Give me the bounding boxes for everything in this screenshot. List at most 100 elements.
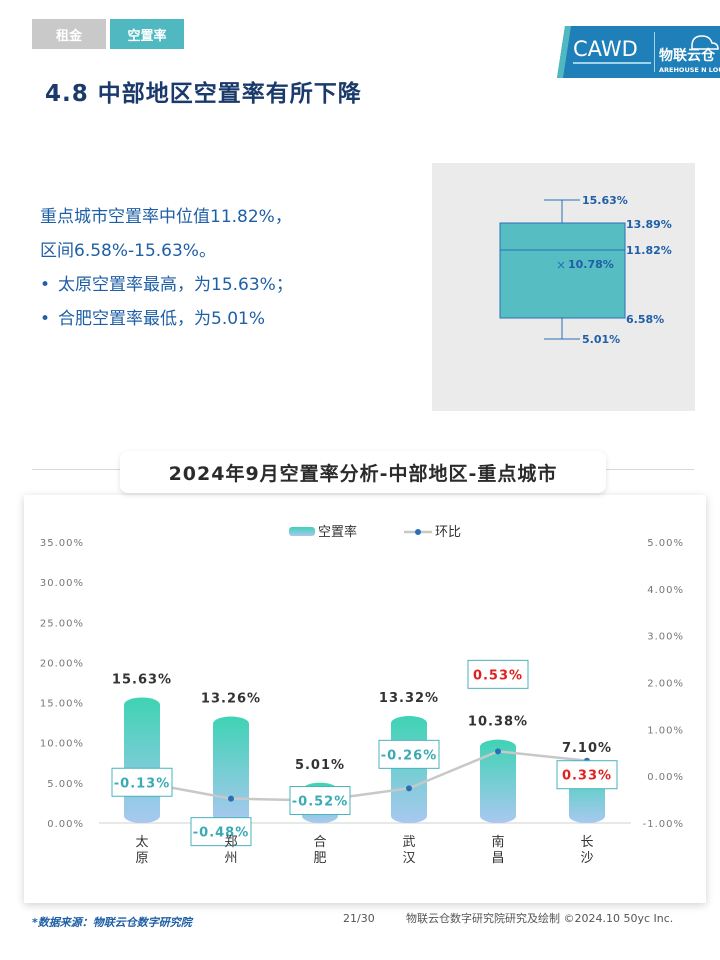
bar-value-label: 13.26% <box>201 692 261 707</box>
category-label: 原 <box>135 851 148 866</box>
mom-label-text: -0.52% <box>292 795 349 810</box>
q3-label: 13.89% <box>626 218 672 231</box>
category-label: 肥 <box>313 851 326 866</box>
logo-main-text: CAWD <box>573 37 638 61</box>
mom-label: -0.13% <box>111 767 173 797</box>
summary-text: 重点城市空置率中位值11.82%， 区间6.58%-15.63%。 • 太原空置率… <box>40 200 293 336</box>
mom-label: 0.53% <box>467 659 529 689</box>
mom-label-text: -0.48% <box>193 826 250 841</box>
bar <box>213 716 249 823</box>
category-label: 合 <box>313 835 326 850</box>
mean-marker: × <box>556 258 566 272</box>
right-tick-label: 2.00% <box>647 679 684 690</box>
legend-vacancy: 空置率 <box>318 524 357 540</box>
mom-label: -0.26% <box>378 739 440 769</box>
left-tick-label: 15.00% <box>40 699 84 710</box>
chart-title: 2024年9月空置率分析-中部地区-重点城市 <box>120 451 606 493</box>
bar-value-label: 5.01% <box>295 758 345 773</box>
category-labels: 太原 郑州 合肥 武汉 南昌 长沙 <box>135 834 593 866</box>
bullet-dot: • <box>40 275 51 295</box>
legend-bar-swatch <box>289 527 315 536</box>
category-label: 长 <box>580 835 593 850</box>
category-label: 沙 <box>580 851 593 866</box>
left-tick-label: 25.00% <box>40 618 84 629</box>
left-tick-label: 10.00% <box>40 739 84 750</box>
left-tick-label: 20.00% <box>40 658 84 669</box>
right-tick-label: 5.00% <box>647 538 684 549</box>
category-label: 太 <box>135 835 148 850</box>
q1-label: 6.58% <box>626 313 664 326</box>
footer-note: 物联云仓数字研究院研究及绘制 ©2024.10 50yc Inc. <box>406 912 674 925</box>
mom-label: -0.48% <box>190 817 252 847</box>
right-tick-label: 3.00% <box>647 632 684 643</box>
chart-card: 35.00% 30.00% 25.00% 20.00% 15.00% 10.00% 5.00… <box>24 495 706 903</box>
tab-rent[interactable]: 租金 <box>32 19 106 49</box>
mom-label: 0.33% <box>556 760 618 790</box>
tab-vacancy-rate[interactable]: 空置率 <box>110 19 184 49</box>
legend-mom: 环比 <box>435 525 461 540</box>
mom-label-box <box>190 817 252 847</box>
summary-bullet-highest: • 太原空置率最高，为15.63%； <box>40 268 293 302</box>
mom-label-box <box>378 739 440 769</box>
bar <box>480 739 516 823</box>
mom-label-box <box>556 760 618 790</box>
bar <box>391 716 427 823</box>
mom-label-box <box>289 786 351 816</box>
mom-label-text: 0.53% <box>473 668 523 683</box>
bar-value-label: 15.63% <box>112 673 172 688</box>
logo-sub-text: AREHOUSE N LOUD <box>659 66 720 74</box>
iqr-box <box>499 222 626 319</box>
mom-label-box <box>467 659 529 689</box>
bar-value-label: 13.32% <box>379 691 439 706</box>
legend: 空置率 环比 <box>289 524 461 540</box>
category-label: 郑 <box>224 835 237 850</box>
mom-label-text: -0.26% <box>381 748 438 763</box>
mom-labels: -0.13% -0.48% -0.52% -0.26% 0.53% 0.33% <box>111 659 618 847</box>
median-label: 11.82% <box>626 244 672 257</box>
mom-label-box <box>111 767 173 797</box>
mom-point <box>406 785 412 792</box>
min-label: 5.01% <box>582 333 620 346</box>
mom-line <box>139 748 590 804</box>
category-label: 南 <box>491 834 504 850</box>
summary-bullet-lowest: • 合肥空置率最低，为5.01% <box>40 302 293 336</box>
box-plot: × 15.63% 13.89% 11.82% 10.78% 6.58% 5.01… <box>499 194 672 346</box>
bar-value-label: 7.10% <box>562 741 612 756</box>
right-tick-label: 1.00% <box>647 725 684 736</box>
box-plot-panel: × 15.63% 13.89% 11.82% 10.78% 6.58% 5.01… <box>432 163 695 411</box>
bar-value-label: 10.38% <box>468 715 528 730</box>
left-axis: 35.00% 30.00% 25.00% 20.00% 15.00% 10.00% 5.00… <box>40 538 631 830</box>
page-title: 4.8 中部地区空置率有所下降 <box>45 81 362 107</box>
left-tick-label: 5.00% <box>47 779 84 790</box>
category-label: 汉 <box>402 851 415 866</box>
category-label: 州 <box>224 851 237 866</box>
bar <box>124 697 160 823</box>
left-tick-label: 0.00% <box>47 819 84 830</box>
page-number: 21/30 <box>343 912 375 925</box>
mom-point <box>495 748 501 755</box>
cawd-logo: CAWD 物联云仓 AREHOUSE N LOUD <box>557 26 720 78</box>
right-tick-label: 0.00% <box>647 772 684 783</box>
bullet-dot: • <box>40 309 51 329</box>
logo-brand-text: 物联云仓 <box>659 47 716 64</box>
bars <box>124 697 605 823</box>
left-tick-label: 35.00% <box>40 538 84 549</box>
right-axis: 5.00% 4.00% 3.00% 2.00% 1.00% 0.00% -1.00% <box>643 538 684 830</box>
category-label: 武 <box>402 835 415 850</box>
category-label: 昌 <box>491 851 504 866</box>
mom-label: -0.52% <box>289 786 351 816</box>
right-tick-label: 4.00% <box>647 585 684 596</box>
mom-point <box>228 795 234 802</box>
mom-label-text: -0.13% <box>114 776 171 791</box>
left-tick-label: 30.00% <box>40 578 84 589</box>
legend-line-marker <box>415 529 421 535</box>
summary-line-1: 重点城市空置率中位值11.82%， <box>40 207 292 227</box>
bar-labels: 15.63% 13.26% 5.01% 13.32% 10.38% 7.10% <box>112 673 612 773</box>
mean-label: 10.78% <box>568 258 614 271</box>
summary-line-2: 区间6.58%-15.63%。 <box>40 241 216 261</box>
right-tick-label: -1.00% <box>643 819 684 830</box>
vacancy-chart: 35.00% 30.00% 25.00% 20.00% 15.00% 10.00% 5.00… <box>40 524 684 866</box>
data-source: *数据来源：物联云仓数字研究院 <box>32 916 192 929</box>
mom-label-text: 0.33% <box>562 769 612 784</box>
mom-polyline <box>141 750 588 802</box>
